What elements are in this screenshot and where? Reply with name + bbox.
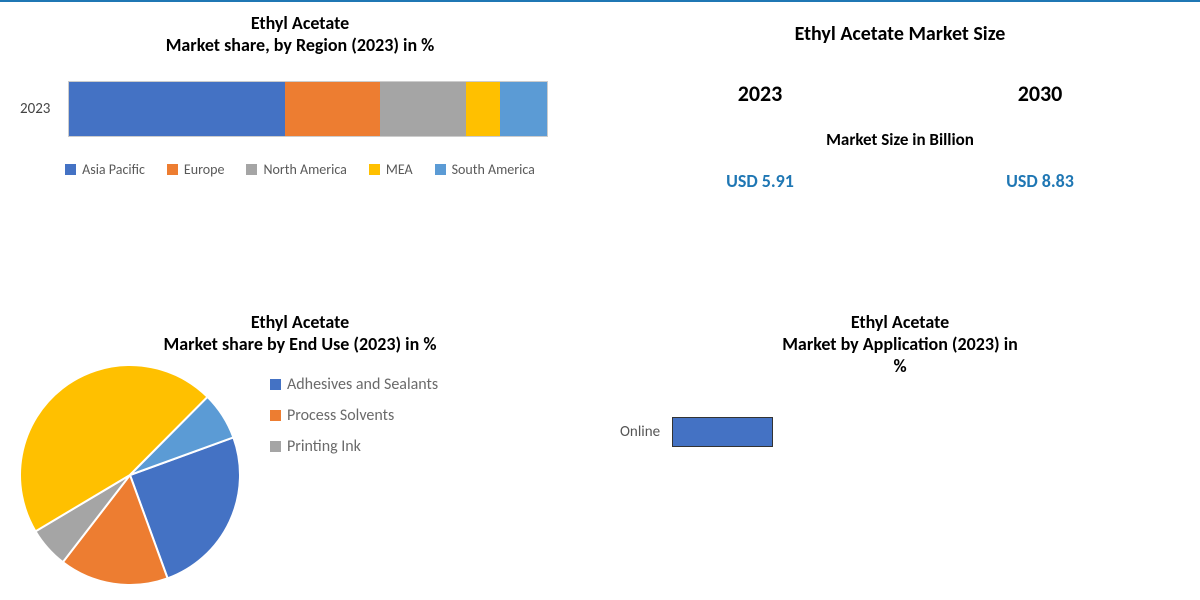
pie-legend-item: Process Solvents xyxy=(270,406,438,425)
market-size-panel: Ethyl Acetate Market Size 2023 2030 Mark… xyxy=(600,2,1200,301)
region-segment xyxy=(500,82,548,136)
enduse-title-line1: Ethyl Acetate xyxy=(20,311,580,333)
pie-legend-item: Adhesives and Sealants xyxy=(270,375,438,394)
region-title-line1: Ethyl Acetate xyxy=(20,12,580,34)
legend-swatch xyxy=(270,410,281,421)
market-size-values: USD 5.91 USD 8.83 xyxy=(620,170,1180,192)
legend-swatch xyxy=(65,164,76,175)
market-size-year-0: 2023 xyxy=(738,80,783,107)
region-segment xyxy=(380,82,466,136)
market-size-year-1: 2030 xyxy=(1018,80,1063,107)
region-share-panel: Ethyl Acetate Market share, by Region (2… xyxy=(0,2,600,301)
region-chart-title: Ethyl Acetate Market share, by Region (2… xyxy=(20,12,580,56)
region-legend: Asia Pacific Europe North America MEA South … xyxy=(20,161,580,178)
stacked-bar-year-label: 2023 xyxy=(20,100,50,118)
region-title-line2: Market share, by Region (2023) in % xyxy=(20,34,580,56)
enduse-chart-title: Ethyl Acetate Market share by End Use (2… xyxy=(20,311,580,355)
market-size-value-0: USD 5.91 xyxy=(726,170,794,192)
legend-swatch xyxy=(369,164,380,175)
pie-legend-item: Printing Ink xyxy=(270,437,438,456)
pie-chart xyxy=(20,365,240,585)
application-title-line2: Market by Application (2023) in xyxy=(620,333,1180,355)
region-legend-item: Asia Pacific xyxy=(65,161,145,178)
legend-label: Process Solvents xyxy=(287,406,394,425)
market-size-subtitle: Market Size in Billion xyxy=(620,129,1180,150)
application-title-line3: % xyxy=(620,355,1180,377)
legend-swatch xyxy=(246,164,257,175)
region-legend-item: MEA xyxy=(369,161,413,178)
pie-wrap: Adhesives and Sealants Process Solvents Pr… xyxy=(20,365,580,585)
region-legend-item: South America xyxy=(435,161,535,178)
legend-swatch xyxy=(270,441,281,452)
application-title-line1: Ethyl Acetate xyxy=(620,311,1180,333)
pie-legend: Adhesives and Sealants Process Solvents Pr… xyxy=(270,375,438,456)
legend-swatch xyxy=(167,164,178,175)
legend-swatch xyxy=(435,164,446,175)
region-legend-item: Europe xyxy=(167,161,225,178)
legend-label: MEA xyxy=(386,161,413,178)
application-bar-row: Online xyxy=(620,417,1180,447)
legend-label: Printing Ink xyxy=(287,437,361,456)
region-segment xyxy=(285,82,381,136)
legend-label: South America xyxy=(452,161,535,178)
market-size-years: 2023 2030 xyxy=(620,80,1180,107)
market-size-title: Ethyl Acetate Market Size xyxy=(620,22,1180,46)
application-row-label: Online xyxy=(620,423,660,441)
application-bar xyxy=(672,417,773,447)
market-size-value-1: USD 8.83 xyxy=(1006,170,1074,192)
region-segment xyxy=(69,82,284,136)
legend-swatch xyxy=(270,379,281,390)
stacked-bar-row: 2023 xyxy=(20,81,580,137)
stacked-bar xyxy=(68,81,548,137)
application-chart-title: Ethyl Acetate Market by Application (202… xyxy=(620,311,1180,377)
legend-label: Asia Pacific xyxy=(82,161,145,178)
legend-label: North America xyxy=(263,161,346,178)
legend-label: Adhesives and Sealants xyxy=(287,375,438,394)
legend-label: Europe xyxy=(184,161,225,178)
region-legend-item: North America xyxy=(246,161,346,178)
region-segment xyxy=(466,82,499,136)
enduse-panel: Ethyl Acetate Market share by End Use (2… xyxy=(0,301,600,600)
application-panel: Ethyl Acetate Market by Application (202… xyxy=(600,301,1200,600)
enduse-title-line2: Market share by End Use (2023) in % xyxy=(20,333,580,355)
